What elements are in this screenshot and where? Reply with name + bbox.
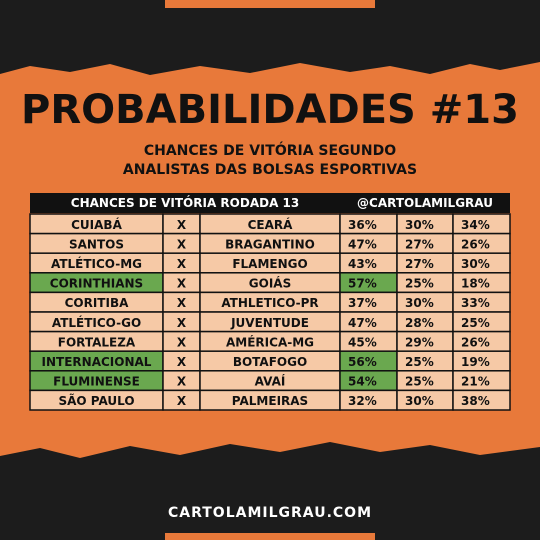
- team-name: ATLÉTICO-GO: [52, 315, 141, 330]
- team-name: BOTAFOGO: [233, 355, 307, 369]
- probability: 29%: [405, 335, 434, 349]
- team-name: CORITIBA: [65, 296, 130, 310]
- versus: X: [177, 316, 187, 330]
- probability: 30%: [405, 394, 434, 408]
- probability: 54%: [348, 375, 377, 389]
- team-name: ATHLETICO-PR: [221, 296, 318, 310]
- team-name: CEARÁ: [248, 217, 294, 232]
- probability: 28%: [405, 316, 434, 330]
- versus: X: [177, 237, 187, 251]
- team-name: FLUMINENSE: [53, 375, 140, 389]
- bottom-bar: [165, 533, 375, 540]
- team-name: CORINTHIANS: [50, 277, 143, 291]
- probability: 27%: [405, 257, 434, 271]
- team-name: BRAGANTINO: [225, 237, 315, 251]
- team-name: AVAÍ: [255, 374, 286, 389]
- top-bar: [165, 0, 375, 8]
- probability: 57%: [348, 277, 377, 291]
- team-name: SÃO PAULO: [58, 393, 134, 408]
- team-name: FLAMENGO: [232, 257, 307, 271]
- team-name: SANTOS: [69, 237, 124, 251]
- probability: 56%: [348, 355, 377, 369]
- probability: 26%: [461, 237, 490, 251]
- versus: X: [177, 277, 187, 291]
- torn-top: [0, 0, 540, 75]
- subtitle: CHANCES DE VITÓRIA SEGUNDO: [144, 141, 396, 159]
- team-name: INTERNACIONAL: [42, 355, 152, 369]
- probability: 37%: [348, 296, 377, 310]
- probability: 34%: [461, 218, 490, 232]
- probability: 43%: [348, 257, 377, 271]
- probability: 25%: [405, 375, 434, 389]
- title: PROBABILIDADES #13: [21, 87, 519, 133]
- column-header: CHANCES DE VITÓRIA RODADA 13: [71, 195, 299, 210]
- probability: 18%: [461, 277, 490, 291]
- probability: 25%: [405, 277, 434, 291]
- team-name: CUIABÁ: [71, 217, 122, 232]
- probability: 33%: [461, 296, 490, 310]
- versus: X: [177, 218, 187, 232]
- column-header: @CARTOLAMILGRAU: [357, 196, 493, 210]
- probability: 25%: [461, 316, 490, 330]
- versus: X: [177, 355, 187, 369]
- probability: 36%: [348, 218, 377, 232]
- team-name: GOIÁS: [249, 276, 291, 291]
- team-name: FORTALEZA: [58, 335, 136, 349]
- table-header: [30, 193, 510, 213]
- probability: 26%: [461, 335, 490, 349]
- probability: 45%: [348, 335, 377, 349]
- probability: 25%: [405, 355, 434, 369]
- probability: 30%: [461, 257, 490, 271]
- versus: X: [177, 257, 187, 271]
- versus: X: [177, 375, 187, 389]
- subtitle: ANALISTAS DAS BOLSAS ESPORTIVAS: [123, 162, 417, 178]
- probability: 38%: [461, 394, 490, 408]
- cell: [452, 389, 511, 411]
- probability: 47%: [348, 237, 377, 251]
- team-name: JUVENTUDE: [230, 316, 309, 330]
- versus: X: [177, 335, 187, 349]
- probability: 47%: [348, 316, 377, 330]
- probability: 32%: [348, 394, 377, 408]
- team-name: AMÉRICA-MG: [226, 334, 314, 349]
- probability: 19%: [461, 355, 490, 369]
- probability: 27%: [405, 237, 434, 251]
- team-name: PALMEIRAS: [232, 394, 308, 408]
- probability: 30%: [405, 296, 434, 310]
- probability: 21%: [461, 375, 490, 389]
- versus: X: [177, 296, 187, 310]
- torn-bottom: [0, 442, 540, 540]
- website: CARTOLAMILGRAU.COM: [168, 505, 372, 521]
- versus: X: [177, 394, 187, 408]
- team-name: ATLÉTICO-MG: [51, 256, 142, 271]
- probability: 30%: [405, 218, 434, 232]
